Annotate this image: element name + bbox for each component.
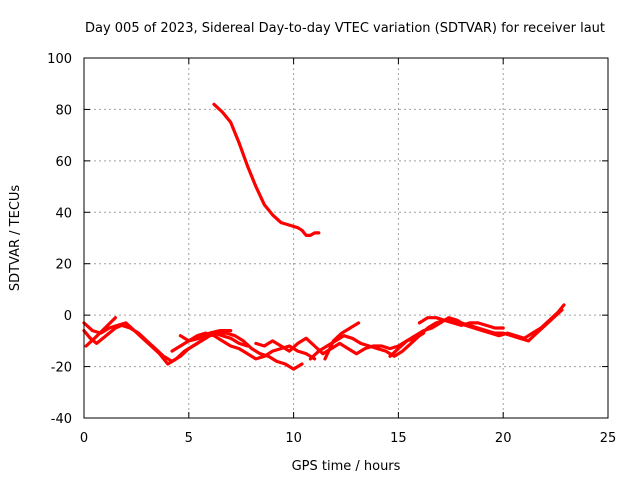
x-tick-label-20: 20 [495,431,512,446]
series-track-c [170,331,317,361]
y-tick-label-20: 20 [55,258,72,273]
plot-frame [83,57,609,419]
y-axis-label: SDTVAR / TECUs [8,185,23,292]
series-track-b [82,323,250,363]
series-track-e [178,329,233,343]
series-track-i [388,303,566,358]
x-tick-label-5: 5 [185,431,193,446]
series-track-h [323,321,361,361]
axis-ticks: 0 5 10 15 20 25 -40 -20 0 20 40 60 80 100 [47,52,616,446]
x-axis-label: GPS time / hours [292,459,401,474]
y-tick-label-100: 100 [47,52,72,67]
y-tick-label--40: -40 [51,412,72,427]
y-tick-label-0: 0 [64,309,72,324]
x-tick-label-10: 10 [285,431,302,446]
chart-title: Day 005 of 2023, Sidereal Day-to-day VTE… [85,21,605,36]
y-tick-label-60: 60 [55,155,72,170]
series-track-d [84,316,118,348]
series-track-f [254,331,426,356]
x-tick-label-15: 15 [390,431,407,446]
series-track-j [417,316,505,330]
y-tick-label-40: 40 [55,206,72,221]
series-high-arc [212,102,321,237]
x-tick-label-25: 25 [600,431,617,446]
grid-lines [84,58,608,418]
y-tick-label--20: -20 [51,361,72,376]
series-lines [82,102,566,371]
x-tick-label-0: 0 [80,431,88,446]
y-tick-label-80: 80 [55,103,72,118]
